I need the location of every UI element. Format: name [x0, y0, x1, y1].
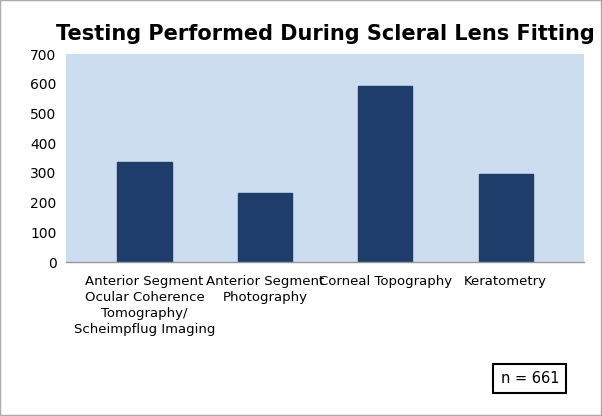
Title: Testing Performed During Scleral Lens Fitting: Testing Performed During Scleral Lens Fi… [56, 24, 594, 44]
Text: n = 661: n = 661 [500, 371, 559, 386]
Bar [117, 162, 172, 262]
Bar [479, 174, 533, 262]
Bar [238, 193, 292, 262]
Bar [358, 86, 412, 262]
